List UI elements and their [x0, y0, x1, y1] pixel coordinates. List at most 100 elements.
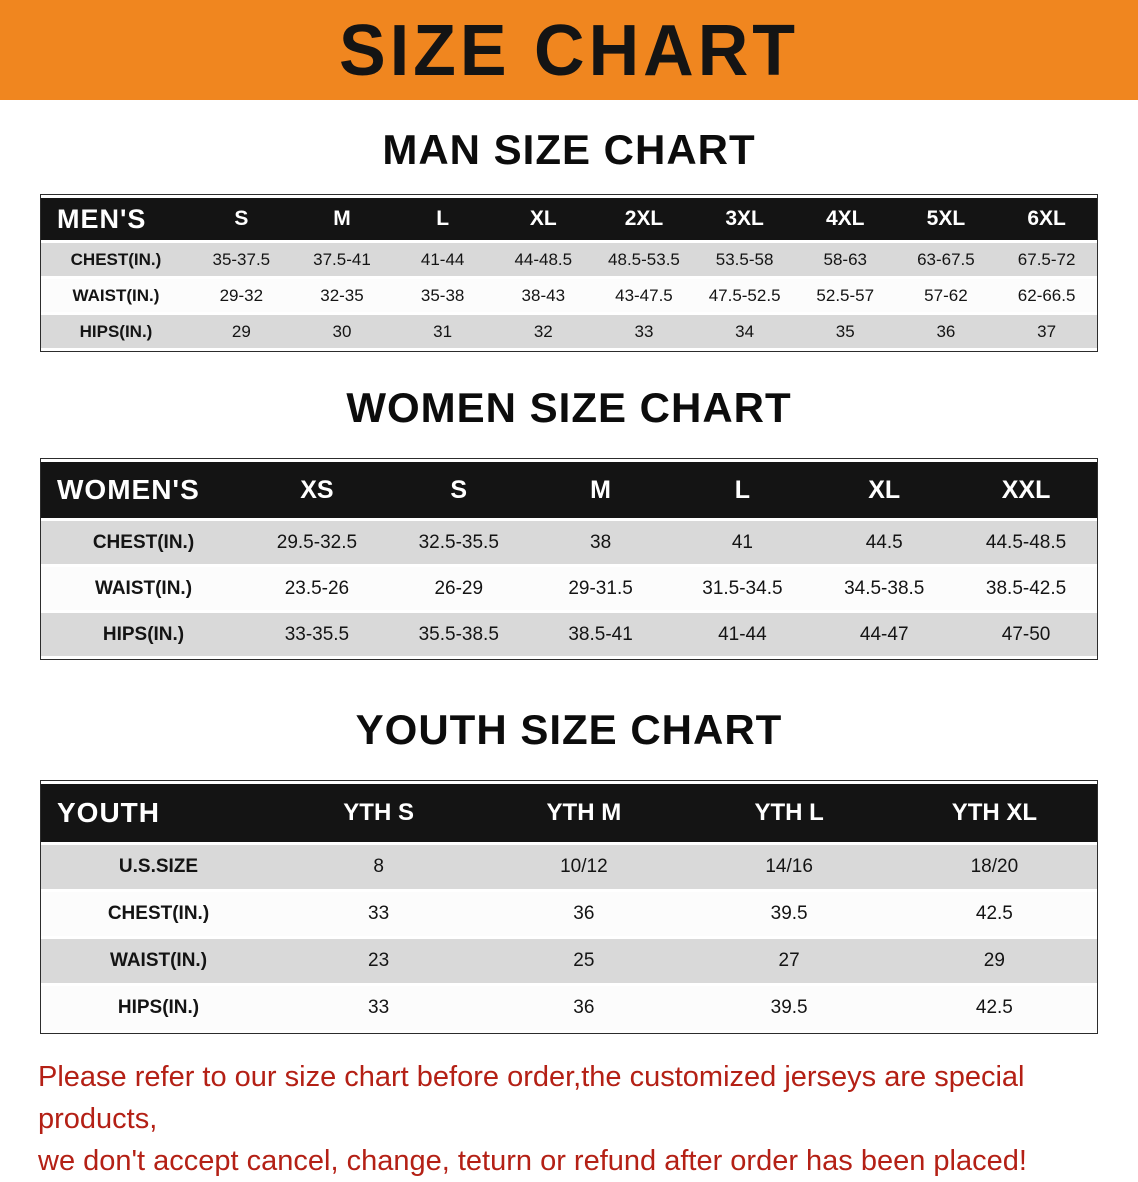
table-cell: 25 — [481, 939, 687, 983]
table-cell: 35.5-38.5 — [387, 613, 530, 656]
column-header: 4XL — [794, 198, 896, 240]
table-cell: 34.5-38.5 — [813, 567, 956, 610]
table-row: WAIST(IN.) 23.5-26 26-29 29-31.5 31.5-34.5 34… — [41, 567, 1097, 610]
column-header: S — [387, 462, 530, 518]
header-row: YOUTH YTH S YTH M YTH L YTH XL — [41, 784, 1097, 842]
table-cell: 33-35.5 — [246, 613, 388, 656]
column-header: XL — [492, 198, 594, 240]
table-cell: 35-37.5 — [191, 243, 292, 276]
row-label: CHEST(IN.) — [41, 521, 246, 564]
youth-table-frame: YOUTH YTH S YTH M YTH L YTH XL U.S.SIZE 8 10/12… — [40, 780, 1098, 1034]
table-cell: 41 — [671, 521, 814, 564]
women-size-table: WOMEN'S XS S M L XL XXL CHEST(IN.) 29.5-32.5 32.5… — [41, 459, 1097, 659]
table-cell: 44.5 — [813, 521, 956, 564]
table-cell: 44.5-48.5 — [955, 521, 1097, 564]
youth-size-table: YOUTH YTH S YTH M YTH L YTH XL U.S.SIZE 8 10/12… — [41, 781, 1097, 1033]
table-cell: 29 — [191, 315, 292, 348]
page-title: SIZE CHART — [339, 9, 799, 91]
column-header: YTH L — [686, 784, 892, 842]
column-header: 3XL — [694, 198, 795, 240]
row-label: WAIST(IN.) — [41, 567, 246, 610]
women-section: WOMEN SIZE CHART WOMEN'S XS S M L XL XXL CHEST(… — [0, 384, 1138, 660]
table-row: HIPS(IN.) 33 36 39.5 42.5 — [41, 986, 1097, 1030]
table-row: HIPS(IN.) 29 30 31 32 33 34 35 36 37 — [41, 315, 1097, 348]
column-header: L — [392, 198, 493, 240]
table-cell: 10/12 — [481, 845, 687, 889]
table-cell: 38.5-41 — [529, 613, 672, 656]
table-row: HIPS(IN.) 33-35.5 35.5-38.5 38.5-41 41-44 44-… — [41, 613, 1097, 656]
table-cell: 36 — [481, 986, 687, 1030]
table-cell: 23 — [276, 939, 482, 983]
banner: SIZE CHART — [0, 0, 1138, 100]
row-label: WAIST(IN.) — [41, 279, 191, 312]
table-cell: 32 — [492, 315, 594, 348]
table-cell: 35 — [794, 315, 896, 348]
column-header: M — [291, 198, 393, 240]
table-corner-label: YOUTH — [41, 784, 276, 842]
table-cell: 57-62 — [895, 279, 997, 312]
table-cell: 33 — [276, 986, 482, 1030]
table-cell: 36 — [895, 315, 997, 348]
column-header: S — [191, 198, 292, 240]
table-corner-label: WOMEN'S — [41, 462, 246, 518]
table-cell: 38.5-42.5 — [955, 567, 1097, 610]
table-cell: 14/16 — [686, 845, 892, 889]
table-row: CHEST(IN.) 29.5-32.5 32.5-35.5 38 41 44.5 44.5… — [41, 521, 1097, 564]
table-cell: 30 — [291, 315, 393, 348]
table-cell: 39.5 — [686, 986, 892, 1030]
table-cell: 29.5-32.5 — [246, 521, 388, 564]
table-cell: 38 — [529, 521, 672, 564]
table-cell: 52.5-57 — [794, 279, 896, 312]
table-row: CHEST(IN.) 35-37.5 37.5-41 41-44 44-48.5 48.5… — [41, 243, 1097, 276]
column-header: YTH S — [276, 784, 482, 842]
men-section: MAN SIZE CHART MEN'S S M L XL 2XL 3XL 4XL 5XL 6XL… — [0, 126, 1138, 352]
table-cell: 31.5-34.5 — [671, 567, 814, 610]
table-cell: 37.5-41 — [291, 243, 393, 276]
table-cell: 29 — [891, 939, 1097, 983]
women-table-frame: WOMEN'S XS S M L XL XXL CHEST(IN.) 29.5-32.5 32.5… — [40, 458, 1098, 660]
column-header: M — [529, 462, 672, 518]
youth-size-chart-heading: YOUTH SIZE CHART — [355, 706, 783, 753]
table-row: WAIST(IN.) 29-32 32-35 35-38 38-43 43-47.5 47.… — [41, 279, 1097, 312]
table-cell: 44-48.5 — [492, 243, 594, 276]
table-row: CHEST(IN.) 33 36 39.5 42.5 — [41, 892, 1097, 936]
table-cell: 29-31.5 — [529, 567, 672, 610]
men-size-chart-heading: MAN SIZE CHART — [382, 126, 756, 173]
table-cell: 47.5-52.5 — [694, 279, 795, 312]
table-row: U.S.SIZE 8 10/12 14/16 18/20 — [41, 845, 1097, 889]
table-cell: 39.5 — [686, 892, 892, 936]
footer-note: Please refer to our size chart before or… — [38, 1056, 1100, 1182]
row-label: HIPS(IN.) — [41, 613, 246, 656]
column-header: XL — [813, 462, 956, 518]
table-cell: 41-44 — [392, 243, 493, 276]
table-cell: 42.5 — [891, 892, 1097, 936]
table-cell: 26-29 — [387, 567, 530, 610]
table-cell: 41-44 — [671, 613, 814, 656]
column-header: 5XL — [895, 198, 997, 240]
row-label: U.S.SIZE — [41, 845, 276, 889]
women-size-chart-heading: WOMEN SIZE CHART — [346, 384, 792, 431]
table-cell: 32.5-35.5 — [387, 521, 530, 564]
table-cell: 37 — [996, 315, 1097, 348]
table-cell: 32-35 — [291, 279, 393, 312]
row-label: CHEST(IN.) — [41, 243, 191, 276]
footer-line-1: Please refer to our size chart before or… — [38, 1061, 1025, 1136]
header-row: MEN'S S M L XL 2XL 3XL 4XL 5XL 6XL — [41, 198, 1097, 240]
table-cell: 48.5-53.5 — [593, 243, 695, 276]
men-table-frame: MEN'S S M L XL 2XL 3XL 4XL 5XL 6XL CHEST(IN.) 35-37… — [40, 194, 1098, 352]
table-corner-label: MEN'S — [41, 198, 191, 240]
table-cell: 8 — [276, 845, 482, 889]
table-cell: 34 — [694, 315, 795, 348]
table-cell: 35-38 — [392, 279, 493, 312]
men-size-table: MEN'S S M L XL 2XL 3XL 4XL 5XL 6XL CHEST(IN.) 35-37… — [41, 195, 1097, 351]
row-label: HIPS(IN.) — [41, 315, 191, 348]
table-cell: 67.5-72 — [996, 243, 1097, 276]
column-header: YTH M — [481, 784, 687, 842]
footer-line-2: we don't accept cancel, change, teturn o… — [38, 1145, 1027, 1178]
table-cell: 58-63 — [794, 243, 896, 276]
column-header: XXL — [955, 462, 1097, 518]
header-row: WOMEN'S XS S M L XL XXL — [41, 462, 1097, 518]
column-header: XS — [246, 462, 388, 518]
table-cell: 23.5-26 — [246, 567, 388, 610]
